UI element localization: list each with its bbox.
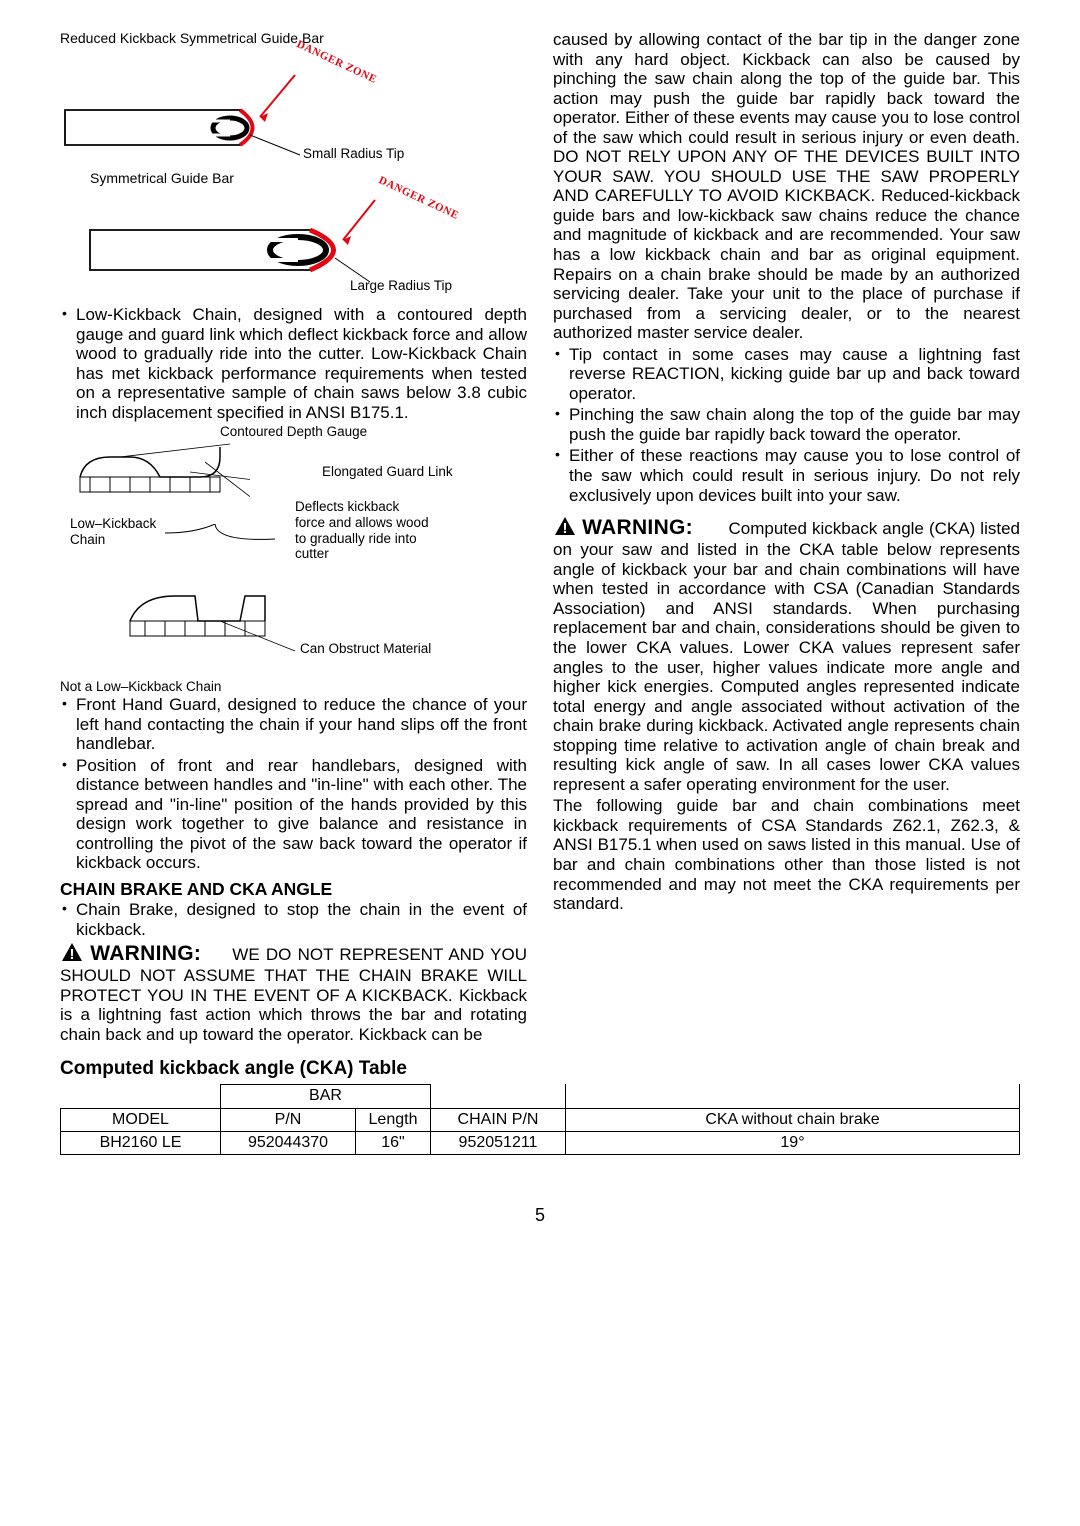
guide-bar-small-icon <box>60 50 370 160</box>
bullet-list-2: Front Hand Guard, designed to reduce the… <box>60 695 527 873</box>
warning-label-2: WARNING: <box>582 516 693 539</box>
table-header-bar: BAR <box>221 1085 431 1108</box>
table-header-length: Length <box>356 1108 431 1131</box>
list-item: Position of front and rear handlebars, d… <box>60 756 527 873</box>
brace-icon <box>165 524 285 542</box>
bullet-list-3: Chain Brake, designed to stop the chain … <box>60 900 527 939</box>
right-column: caused by allowing contact of the bar ti… <box>553 30 1020 1044</box>
warning1-lead: WE DO NOT REP <box>232 945 374 964</box>
chain-link-icon <box>70 442 250 502</box>
small-radius-tip-label: Small Radius Tip <box>303 146 404 162</box>
table-cell-pn: 952044370 <box>221 1132 356 1155</box>
table-row: BH2160 LE 952044370 16" 952051211 19° <box>61 1132 1020 1155</box>
diagram-symmetrical-bar: DANGER ZONE Large Radius Tip <box>60 190 527 295</box>
list-item: Either of these reactions may cause you … <box>553 446 1020 505</box>
chain-brake-heading: CHAIN BRAKE AND CKA ANGLE <box>60 879 527 899</box>
table-cell-model: BH2160 LE <box>61 1132 221 1155</box>
list-item: Front Hand Guard, designed to reduce the… <box>60 695 527 754</box>
deflects-label: Deflects kickback force and allows wood … <box>295 499 430 561</box>
elongated-label: Elongated Guard Link <box>322 464 453 480</box>
chain-link-2-icon <box>120 591 320 656</box>
cka-table: BAR MODEL P/N Length CHAIN P/N CKA witho… <box>60 1084 1020 1155</box>
diagram2-caption: Symmetrical Guide Bar <box>90 170 527 186</box>
table-header-chain-pn: CHAIN P/N <box>431 1108 566 1131</box>
table-cell-chain-pn: 952051211 <box>431 1132 566 1155</box>
warning-2-block: ! WARNING: Computed kickback angle (CKA)… <box>553 515 1020 794</box>
list-item: Tip contact in some cases may cause a li… <box>553 345 1020 404</box>
table-header-model: MODEL <box>61 1108 221 1131</box>
warning2-lead: Computed kickback <box>729 519 878 538</box>
bullet-list-right: Tip contact in some cases may cause a li… <box>553 345 1020 505</box>
warning2-body: angle (CKA) listed on your saw and liste… <box>553 519 1020 794</box>
page-number: 5 <box>60 1205 1020 1226</box>
warning-triangle-icon: ! <box>60 941 84 963</box>
svg-text:!: ! <box>70 946 75 963</box>
table-cell-length: 16" <box>356 1132 431 1155</box>
table-header-cka: CKA without chain brake <box>566 1108 1020 1131</box>
low-kickback-chain-label: Low–Kickback Chain <box>70 516 170 547</box>
right-para1: caused by allowing contact of the bar ti… <box>553 30 1020 343</box>
large-radius-tip-label: Large Radius Tip <box>350 278 452 294</box>
warning-label: WARNING: <box>90 942 201 965</box>
guide-bar-large-icon <box>60 190 430 290</box>
list-item: Chain Brake, designed to stop the chain … <box>60 900 527 939</box>
list-item: Low-Kickback Chain, designed with a cont… <box>60 305 527 422</box>
list-item: Pinching the saw chain along the top of … <box>553 405 1020 444</box>
svg-text:!: ! <box>563 520 568 537</box>
diagram1-caption: Reduced Kickback Symmetrical Guide Bar <box>60 30 527 46</box>
not-low-kickback-label: Not a Low–Kickback Chain <box>60 679 527 695</box>
right-para2: The following guide bar and chain combin… <box>553 796 1020 913</box>
low-kickback-chain-diagram: Contoured Depth Gauge Elongated Guard Li… <box>70 424 527 589</box>
diagram-reduced-kickback-bar: DANGER ZONE Small Radius Tip <box>60 50 527 160</box>
cka-table-heading: Computed kickback angle (CKA) Table <box>60 1058 1020 1080</box>
table-cell-cka: 19° <box>566 1132 1020 1155</box>
left-column: Reduced Kickback Symmetrical Guide Bar D… <box>60 30 527 1044</box>
not-low-kickback-diagram: Can Obstruct Material <box>120 591 527 673</box>
warning-1-block: ! WARNING: WE DO NOT REPRESENT AND YOU S… <box>60 941 527 1044</box>
table-header-pn: P/N <box>221 1108 356 1131</box>
bullet-list-1: Low-Kickback Chain, designed with a cont… <box>60 305 527 422</box>
warning-triangle-icon: ! <box>553 515 577 537</box>
obstruct-label: Can Obstruct Material <box>300 641 431 657</box>
contoured-label: Contoured Depth Gauge <box>220 424 367 440</box>
